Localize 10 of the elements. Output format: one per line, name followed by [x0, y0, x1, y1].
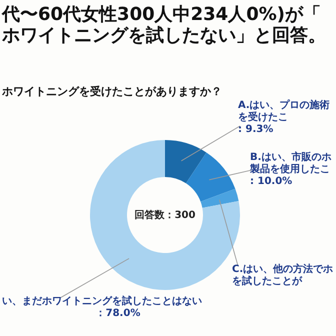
data-label: : 10.0%	[250, 176, 294, 188]
data-label: ：78.0%	[94, 308, 142, 320]
slice-label: い、まだホワイトニングを試したことはない	[2, 296, 202, 307]
slice-label: B.はい、市販のホ製品を使用したこ	[250, 152, 332, 175]
data-label: : 9.3%	[238, 124, 274, 136]
slice-label: A.はい、プロの施術を受けたこ	[238, 100, 330, 123]
chart-title: 代〜60代女性300人中234人0%)が「ホワイトニングを試したない」と回答。	[2, 4, 327, 46]
chart-subtitle: ホワイトニングを受けたことがありますか？	[2, 84, 222, 99]
text: 回答数：300	[134, 208, 196, 222]
slice-label: C.はい、他の方法でホを試したことが	[232, 264, 334, 288]
